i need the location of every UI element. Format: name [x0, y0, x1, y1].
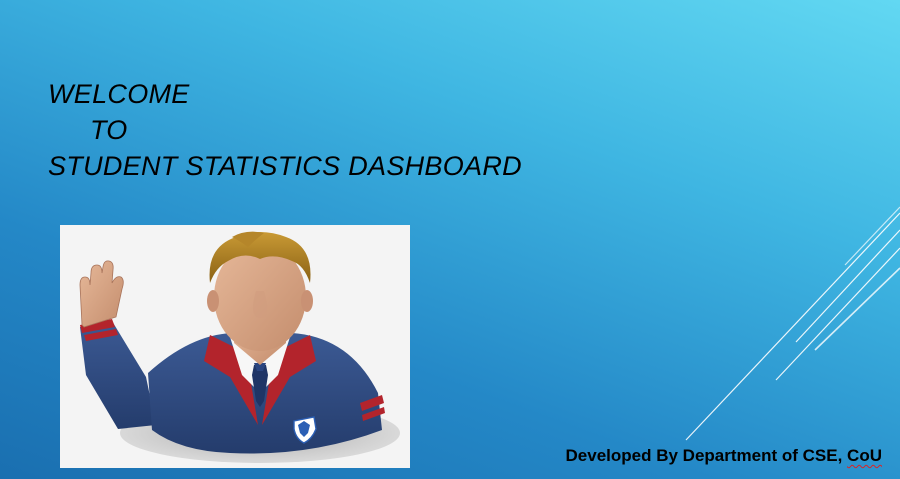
student-picture	[60, 225, 410, 468]
title-line-to: TO	[90, 115, 128, 145]
page-title: WELCOME TO STUDENT STATISTICS DASHBOARD	[48, 76, 522, 184]
title-line-dashboard: STUDENT STATISTICS DASHBOARD	[48, 151, 522, 181]
title-line-welcome: WELCOME	[48, 79, 190, 109]
footer-credit-org: CoU	[847, 446, 882, 465]
footer-credit-text: Developed By Department of CSE,	[565, 446, 848, 465]
waving-student-icon	[79, 231, 400, 463]
footer-credit: Developed By Department of CSE, CoU	[566, 446, 882, 466]
